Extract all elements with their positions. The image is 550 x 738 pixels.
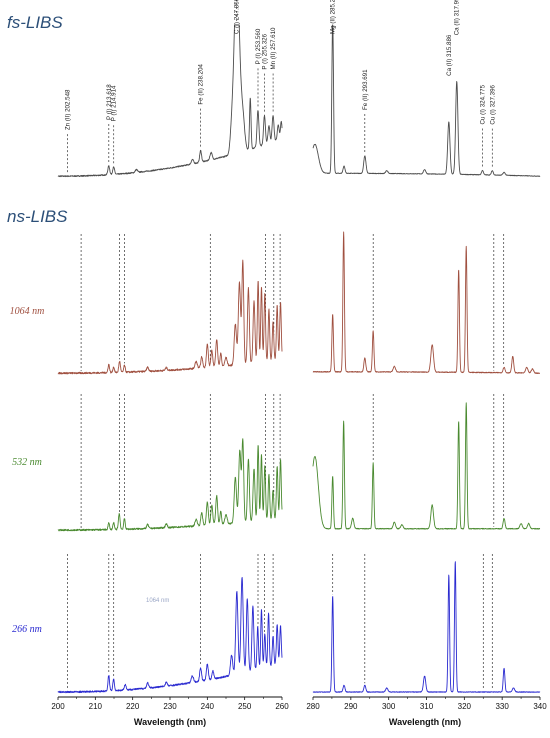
x-tick-label: 230 [163,702,177,711]
line-id-label: Mn (II) 257.610 [270,27,277,70]
line-id-label: P (I) 213.618 [106,84,113,120]
line-id-label: P (I) 214.914 [111,85,118,121]
x-tick-label: 250 [238,702,252,711]
spectrum-line-ns266-right [312,561,541,693]
spectrum-row-fs [57,0,541,178]
x-axes: 200 210 220 230 240 250 260 280 290 300 310 320 330 3… [51,696,547,711]
spectrum-line-fs-right [312,24,541,177]
x-tick-label: 200 [51,702,65,711]
line-id-label: Zn (II) 202.548 [65,89,72,130]
spectra-plots: 1064 nm 532 nm 266 nm Zn (II) 202.548 P (I) … [10,0,541,694]
x-tick-label: 220 [126,702,140,711]
x-tick-label: 280 [306,702,320,711]
line-id-label: Mg (II) 285.213 [330,0,337,34]
x-axis-left: 200 210 220 230 240 250 260 [51,696,289,711]
spectrum-line-ns1064-left [57,259,283,375]
spectrum-row-ns532: 532 nm [12,394,541,532]
x-axis-right: 280 290 300 310 320 330 340 [306,696,547,711]
x-tick-label: 300 [382,702,396,711]
spectrum-line-fs-left [57,24,283,178]
x-tick-label: 240 [201,702,215,711]
line-id-label: C (I) 247.856 [234,0,241,34]
line-id-label: Ca (II) 315.886 [446,34,453,76]
x-tick-label: 290 [344,702,358,711]
line-id-label: Ca (II) 317.993 [454,0,461,35]
spectrum-line-ns266-left [57,577,283,694]
x-tick-label: 320 [458,702,472,711]
line-id-label: P (I) 255.326 [262,33,269,69]
x-tick-label: 210 [89,702,103,711]
x-axis-title-right: Wavelength (nm) [389,717,461,727]
row-label-ns266: 266 nm [12,624,42,635]
row-label-ns1064: 1064 nm [10,306,45,317]
x-tick-label: 340 [533,702,547,711]
line-id-label: P (I) 253.560 [255,28,262,64]
spectrum-row-ns1064: 1064 nm [10,231,541,375]
ns-libs-title: ns-LIBS [7,207,68,226]
fs-libs-title: fs-LIBS [7,13,63,32]
x-tick-label: 330 [495,702,509,711]
line-id-label: Fe (II) 293.691 [362,69,369,110]
row-label-ns532: 532 nm [12,457,42,468]
line-id-label: Cu (I) 327.396 [489,84,496,124]
spectrum-line-ns532-right [312,402,541,530]
x-tick-label: 260 [275,702,289,711]
watermark-label: 1064 nm [146,598,169,604]
line-id-label: Fe (II) 238.204 [198,63,205,104]
spectrum-line-ns532-left [57,438,283,532]
x-axis-title-left: Wavelength (nm) [134,717,206,727]
spectrum-line-ns1064-right [312,231,541,374]
line-id-label: Cu (I) 324.775 [479,84,486,124]
spectrum-row-ns266: 266 nm [12,554,541,694]
x-tick-label: 310 [420,702,434,711]
